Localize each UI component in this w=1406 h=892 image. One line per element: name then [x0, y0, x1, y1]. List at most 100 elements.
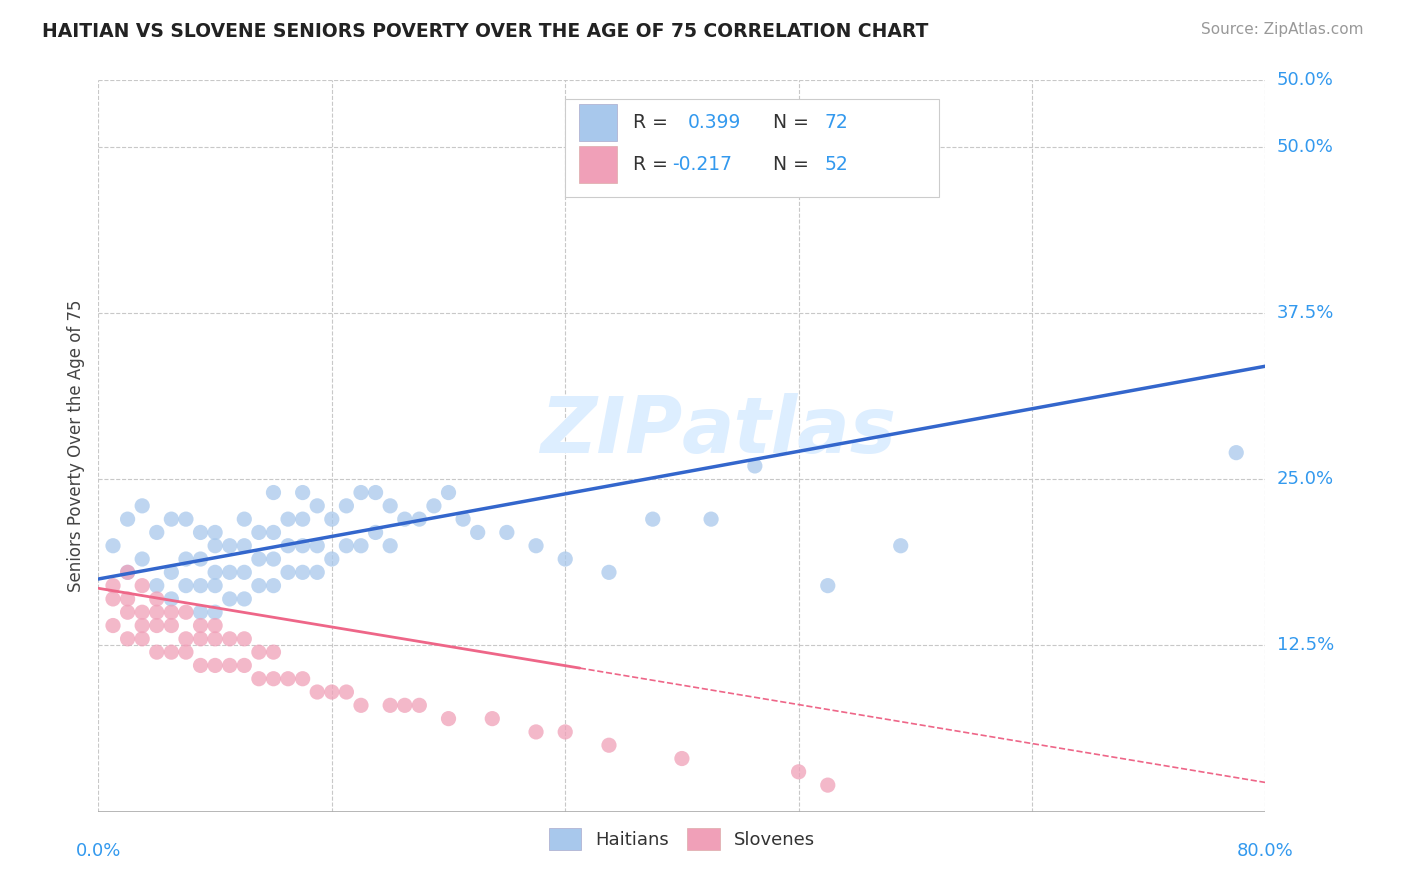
Point: [131, 499, 153, 513]
Point: [277, 512, 299, 526]
Point: [117, 632, 139, 646]
Point: [160, 618, 183, 632]
Text: N =: N =: [773, 113, 815, 132]
Point: [554, 725, 576, 739]
Point: [380, 499, 402, 513]
Point: [131, 632, 153, 646]
Point: [204, 632, 226, 646]
Point: [700, 512, 723, 526]
Point: [262, 485, 284, 500]
Point: [117, 566, 139, 580]
Point: [101, 591, 124, 606]
Point: [146, 591, 169, 606]
Point: [350, 698, 373, 713]
Point: [1225, 445, 1247, 459]
Point: [204, 658, 226, 673]
Y-axis label: Seniors Poverty Over the Age of 75: Seniors Poverty Over the Age of 75: [66, 300, 84, 592]
Point: [101, 539, 124, 553]
Text: 25.0%: 25.0%: [1277, 470, 1334, 488]
Point: [190, 658, 212, 673]
Text: HAITIAN VS SLOVENE SENIORS POVERTY OVER THE AGE OF 75 CORRELATION CHART: HAITIAN VS SLOVENE SENIORS POVERTY OVER …: [42, 22, 928, 41]
Point: [671, 751, 693, 765]
Point: [146, 579, 169, 593]
Point: [190, 525, 212, 540]
Point: [190, 632, 212, 646]
Point: [524, 725, 547, 739]
Point: [554, 552, 576, 566]
Point: [204, 539, 226, 553]
Point: [321, 512, 343, 526]
Point: [204, 579, 226, 593]
Point: [247, 645, 270, 659]
Point: [233, 632, 256, 646]
Point: [524, 539, 547, 553]
Point: [204, 525, 226, 540]
Point: [160, 605, 183, 619]
Point: [307, 685, 329, 699]
Point: [190, 618, 212, 632]
Point: [247, 579, 270, 593]
Point: [291, 485, 314, 500]
Point: [291, 566, 314, 580]
Point: [101, 579, 124, 593]
Point: [233, 658, 256, 673]
Text: 50.0%: 50.0%: [1277, 137, 1333, 156]
Point: [307, 566, 329, 580]
Point: [277, 539, 299, 553]
Legend: Haitians, Slovenes: Haitians, Slovenes: [541, 821, 823, 857]
Point: [101, 618, 124, 632]
Point: [233, 539, 256, 553]
Point: [174, 632, 197, 646]
Point: [146, 645, 169, 659]
Point: [160, 591, 183, 606]
Point: [380, 698, 402, 713]
Point: [408, 698, 430, 713]
FancyBboxPatch shape: [579, 146, 617, 183]
Text: 37.5%: 37.5%: [1277, 304, 1334, 322]
Text: ZIP: ZIP: [540, 393, 682, 469]
Point: [160, 645, 183, 659]
Point: [218, 632, 240, 646]
Point: [350, 485, 373, 500]
Text: 50.0%: 50.0%: [1277, 71, 1333, 89]
Point: [380, 539, 402, 553]
Point: [277, 672, 299, 686]
Text: 0.399: 0.399: [688, 113, 741, 132]
Point: [307, 539, 329, 553]
Text: 80.0%: 80.0%: [1237, 842, 1294, 860]
Point: [204, 566, 226, 580]
Point: [247, 525, 270, 540]
Point: [204, 618, 226, 632]
Point: [262, 645, 284, 659]
Point: [394, 698, 416, 713]
FancyBboxPatch shape: [565, 99, 939, 197]
Point: [262, 552, 284, 566]
Point: [321, 552, 343, 566]
Point: [335, 539, 357, 553]
Point: [174, 645, 197, 659]
Point: [174, 605, 197, 619]
Point: [131, 605, 153, 619]
Point: [247, 552, 270, 566]
Point: [496, 525, 519, 540]
Text: atlas: atlas: [682, 393, 897, 469]
Point: [233, 591, 256, 606]
Point: [437, 485, 460, 500]
Text: N =: N =: [773, 155, 815, 174]
Point: [218, 566, 240, 580]
Point: [117, 512, 139, 526]
Point: [350, 539, 373, 553]
Point: [218, 658, 240, 673]
Point: [174, 512, 197, 526]
Point: [131, 579, 153, 593]
Point: [598, 738, 620, 752]
Point: [394, 512, 416, 526]
Point: [247, 672, 270, 686]
Point: [437, 712, 460, 726]
Point: [817, 579, 839, 593]
Point: [218, 539, 240, 553]
Point: [146, 618, 169, 632]
Point: [641, 512, 664, 526]
Point: [291, 672, 314, 686]
Point: [160, 566, 183, 580]
